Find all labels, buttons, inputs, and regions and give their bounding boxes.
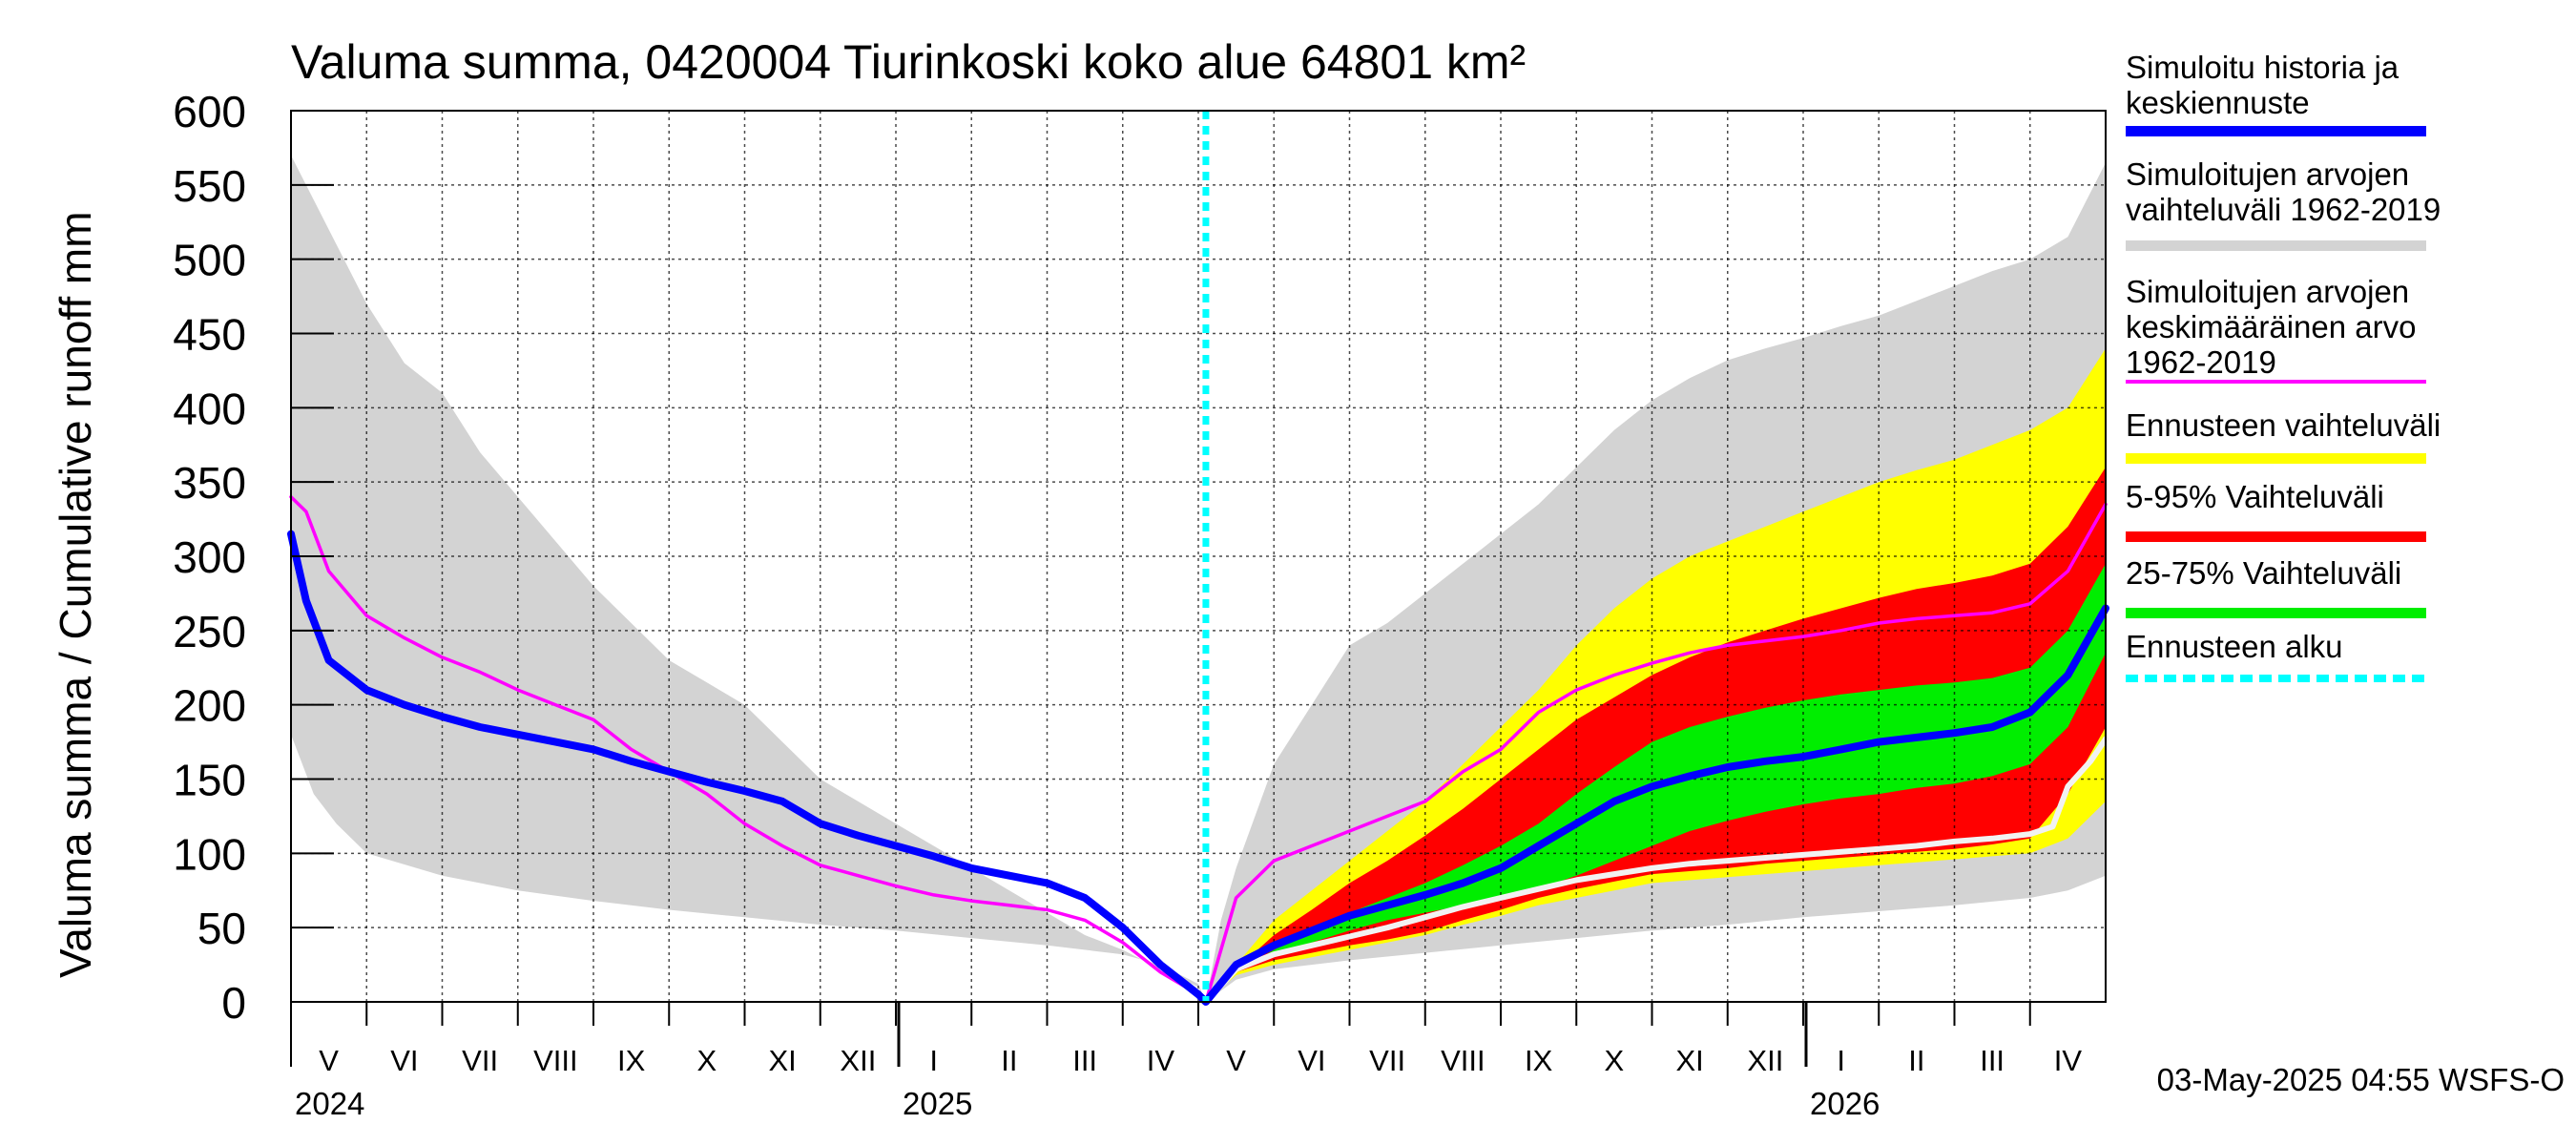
y-tick-label: 350	[173, 458, 246, 508]
month-label: VI	[1298, 1044, 1325, 1077]
y-tick-label: 300	[173, 532, 246, 582]
month-label: I	[1837, 1044, 1845, 1077]
legend-label-forecast-range: Ennusteen vaihteluväli	[2126, 407, 2441, 443]
month-label: XI	[1675, 1044, 1703, 1077]
month-label: III	[1072, 1044, 1097, 1077]
legend-swatch-p25-75	[2126, 608, 2426, 618]
y-tick-label: 400	[173, 384, 246, 433]
y-tick-label: 100	[173, 829, 246, 879]
legend-swatch-history	[2126, 126, 2426, 136]
month-label: XI	[768, 1044, 796, 1077]
legend-label-p25-75: 25-75% Vaihteluväli	[2126, 555, 2402, 591]
month-label: IX	[617, 1044, 646, 1077]
legend-swatch-forecast-range	[2126, 453, 2426, 464]
y-tick-label: 250	[173, 607, 246, 656]
y-tick-label: 500	[173, 236, 246, 285]
month-label: X	[1605, 1044, 1625, 1077]
legend-label-history-range: Simuloitujen arvojen vaihteluväli 1962-2…	[2126, 156, 2441, 227]
year-label: 2024	[295, 1086, 364, 1121]
month-label: X	[697, 1044, 717, 1077]
y-tick-label: 200	[173, 681, 246, 731]
year-label: 2026	[1810, 1086, 1880, 1121]
month-label: XII	[1747, 1044, 1783, 1077]
p5-95-band	[1205, 467, 2106, 1003]
legend-swatch-history-range	[2126, 240, 2426, 251]
month-label: IV	[2054, 1044, 2083, 1077]
month-label: VII	[1369, 1044, 1405, 1077]
chart-title: Valuma summa, 0420004 Tiurinkoski koko a…	[291, 35, 1526, 89]
month-label: V	[319, 1044, 339, 1077]
month-label: VIII	[533, 1044, 578, 1077]
month-label: V	[1226, 1044, 1246, 1077]
grid-layer	[291, 111, 2106, 1002]
month-label: IX	[1525, 1044, 1553, 1077]
month-label: VIII	[1441, 1044, 1485, 1077]
month-label: II	[1908, 1044, 1924, 1077]
y-tick-label: 50	[197, 904, 246, 953]
y-tick-label: 150	[173, 756, 246, 805]
history-forecast-line	[287, 530, 2109, 1006]
month-label: IV	[1147, 1044, 1175, 1077]
y-tick-label: 0	[221, 978, 246, 1028]
legend-label-forecast-start: Ennusteen alku	[2126, 629, 2343, 664]
year-label: 2025	[903, 1086, 972, 1121]
month-label: VI	[390, 1044, 418, 1077]
y-axis-label: Valuma summa / Cumulative runoff mm	[51, 211, 100, 978]
month-label: II	[1001, 1044, 1017, 1077]
legend-label-mean: Simuloitujen arvojen keskimääräinen arvo…	[2126, 274, 2417, 380]
month-label: VII	[462, 1044, 498, 1077]
y-tick-label: 450	[173, 310, 246, 360]
month-label: I	[929, 1044, 938, 1077]
month-label: XII	[840, 1044, 876, 1077]
legend-label-p5-95: 5-95% Vaihteluväli	[2126, 479, 2384, 514]
lines-layer	[287, 111, 2109, 1006]
legend-swatch-p5-95	[2126, 531, 2426, 542]
y-tick-label: 550	[173, 161, 246, 211]
y-tick-label: 600	[173, 87, 246, 136]
mean-forecast-white-line	[1202, 736, 2109, 1005]
legend-label-history: Simuloitu historia ja keskiennuste	[2126, 50, 2399, 120]
legend-swatch-forecast-start	[2126, 675, 2426, 682]
timestamp: 03-May-2025 04:55 WSFS-O	[2157, 1062, 2565, 1097]
month-label: III	[1980, 1044, 2005, 1077]
legend-swatch-mean	[2126, 380, 2426, 384]
